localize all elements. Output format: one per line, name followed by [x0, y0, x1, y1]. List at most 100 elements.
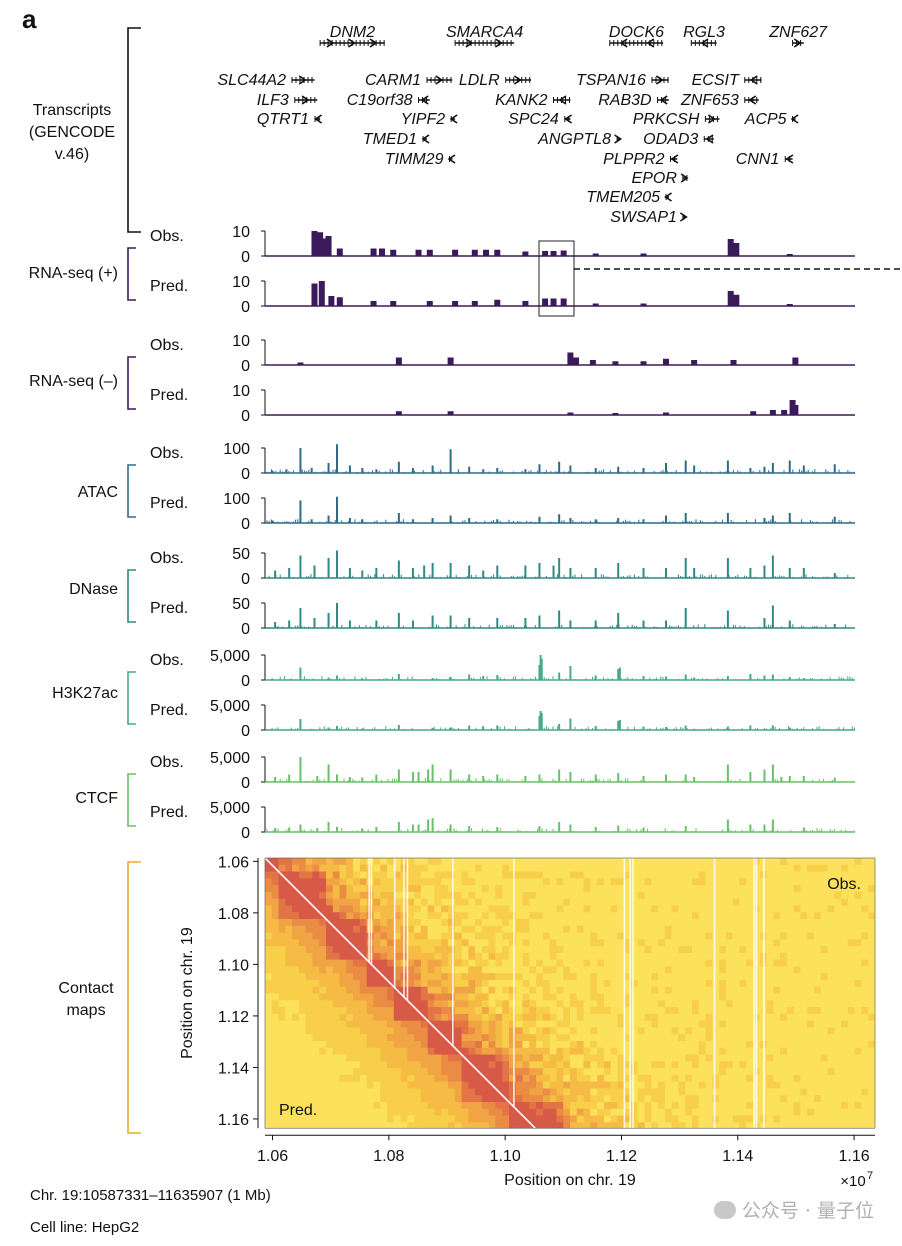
heatmap-cell	[725, 939, 734, 947]
heatmap-cell	[332, 1122, 340, 1129]
heatmap-cell	[387, 959, 395, 967]
heatmap-cell	[610, 952, 618, 961]
heatmap-cell	[346, 1088, 354, 1096]
heatmap-cell	[292, 1061, 300, 1069]
x-tick-label: 1.06	[257, 1148, 288, 1165]
heatmap-cell	[292, 1054, 300, 1062]
heatmap-cell	[820, 1007, 828, 1015]
heatmap-cell	[346, 1041, 354, 1049]
heatmap-cell	[502, 864, 510, 872]
heatmap-cell	[868, 932, 875, 940]
heatmap-cell	[366, 1047, 374, 1055]
heatmap-cell	[366, 891, 374, 900]
heatmap-cell	[800, 864, 808, 872]
heatmap-cell	[861, 980, 869, 988]
heatmap-cell	[637, 1041, 645, 1049]
heatmap-cell	[719, 925, 727, 933]
heatmap-cell	[393, 1034, 401, 1042]
track-group-label: RNA-seq (–)	[29, 373, 118, 390]
heatmap-cell	[278, 1007, 286, 1015]
heatmap-cell	[698, 1102, 706, 1110]
heatmap-cell	[278, 1102, 286, 1110]
heatmap-cell	[637, 946, 645, 954]
heatmap-cell	[332, 1054, 340, 1062]
heatmap-cell	[725, 1041, 734, 1049]
heatmap-cell	[617, 1102, 625, 1110]
heatmap-cell	[319, 1041, 327, 1049]
heatmap-cell	[692, 919, 700, 927]
heatmap-cell	[820, 905, 828, 913]
heatmap-cell	[786, 1074, 795, 1083]
heatmap-cell	[542, 986, 551, 994]
heatmap-cell	[373, 973, 381, 981]
heatmap-cell	[373, 925, 381, 933]
heatmap-cell	[305, 973, 313, 981]
heatmap-cell	[298, 871, 307, 879]
heatmap-cell	[515, 1122, 523, 1129]
heatmap-cell	[326, 912, 334, 920]
heatmap-cell	[705, 1041, 713, 1049]
heatmap-cell	[536, 1095, 544, 1103]
heatmap-cell	[719, 959, 727, 967]
heatmap-cell	[292, 952, 300, 961]
heatmap-cell	[475, 980, 483, 988]
heatmap-cell	[746, 1122, 754, 1129]
heatmap-cell	[332, 1027, 340, 1035]
signal-peak	[471, 249, 478, 256]
heatmap-cell	[373, 1122, 381, 1129]
y-tick-label: 0	[241, 466, 250, 483]
strand-arrow-icon	[700, 38, 709, 48]
heatmap-cell	[393, 1081, 401, 1089]
heatmap-cell	[468, 898, 476, 906]
heatmap-cell	[854, 898, 862, 906]
heatmap-cell	[847, 1095, 856, 1103]
heatmap-cell	[434, 864, 442, 872]
heatmap-cell	[868, 1034, 875, 1042]
heatmap-cell	[509, 1088, 517, 1096]
heatmap-cell	[793, 858, 801, 866]
heatmap-cell	[807, 864, 815, 872]
heatmap-cell	[692, 1102, 700, 1110]
heatmap-cell	[339, 919, 347, 927]
heatmap-cell	[380, 932, 388, 940]
heatmap-cell	[400, 1088, 408, 1096]
heatmap-cell	[434, 1115, 442, 1123]
heatmap-cell	[644, 905, 652, 913]
heatmap-cell	[834, 858, 842, 866]
heatmap-cell	[644, 993, 652, 1001]
obs-triangle-label: Obs.	[827, 876, 861, 893]
heatmap-cell	[488, 885, 496, 893]
heatmap-cell	[292, 1027, 300, 1035]
heatmap-cell	[807, 858, 815, 866]
heatmap-cell	[563, 952, 571, 961]
heatmap-cell	[312, 1013, 320, 1022]
heatmap-cell	[448, 1013, 456, 1022]
heatmap-cell	[298, 1013, 307, 1022]
heatmap-cell	[786, 1034, 795, 1042]
heatmap-cell	[549, 905, 557, 913]
heatmap-cell	[481, 871, 490, 879]
heatmap-cell	[359, 973, 368, 981]
heatmap-cell	[590, 1034, 598, 1042]
heatmap-cell	[597, 1088, 605, 1096]
heatmap-cell	[481, 1061, 490, 1069]
heatmap-cell	[393, 1007, 401, 1015]
heatmap-cell	[807, 1115, 815, 1123]
heatmap-cell	[522, 864, 530, 872]
heatmap-cell	[868, 1115, 875, 1123]
heatmap-cell	[414, 1068, 422, 1076]
heatmap-cell	[414, 946, 422, 954]
heatmap-cell	[359, 1115, 368, 1123]
heatmap-cell	[705, 885, 713, 893]
heatmap-cell	[542, 1047, 551, 1055]
heatmap-cell	[617, 1007, 625, 1015]
heatmap-cell	[868, 952, 875, 961]
heatmap-cell	[298, 966, 307, 974]
heatmap-cell	[854, 939, 862, 947]
heatmap-cell	[339, 1061, 347, 1069]
heatmap-cell	[739, 1061, 747, 1069]
heatmap-cell	[861, 1102, 869, 1110]
heatmap-cell	[488, 912, 496, 920]
heatmap-cell	[481, 891, 490, 900]
